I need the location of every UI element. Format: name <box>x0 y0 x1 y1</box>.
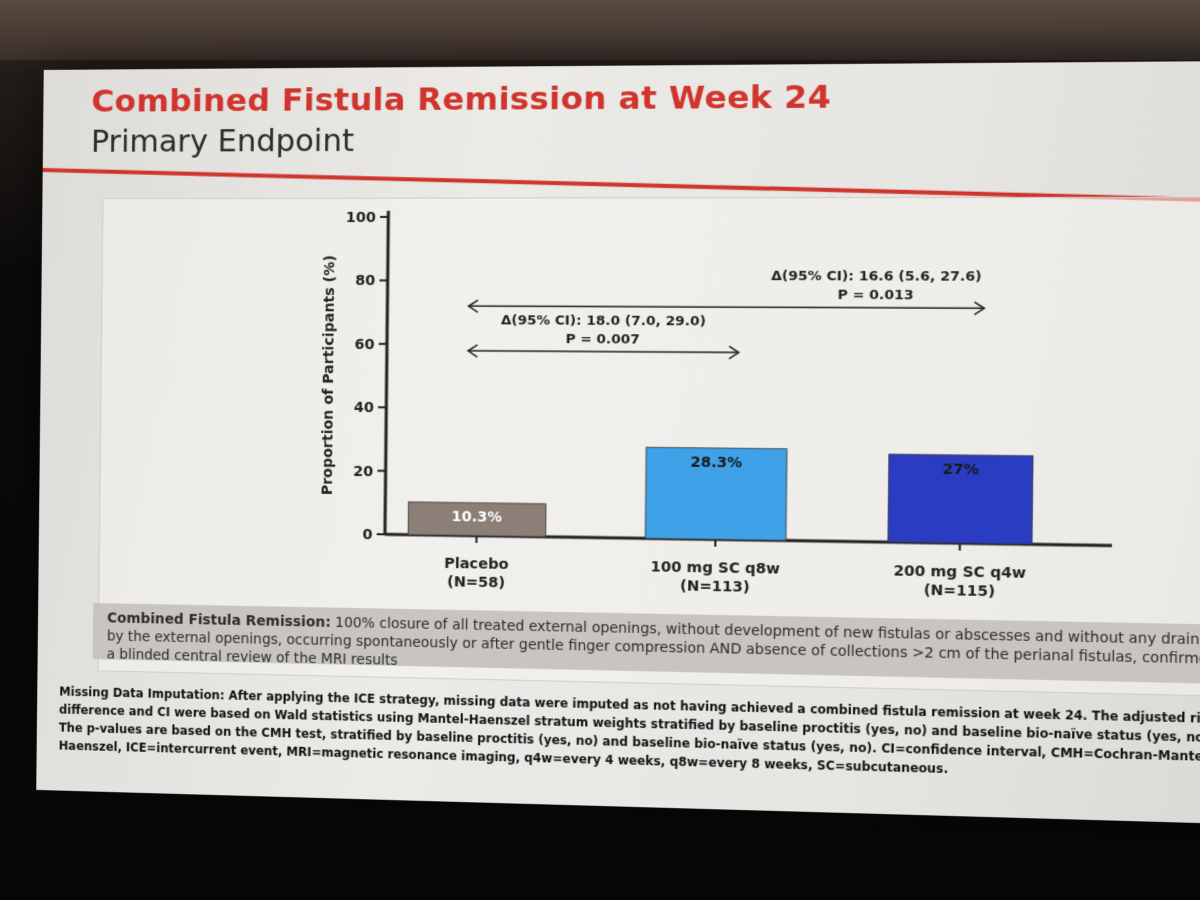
x-tick-sublabel: (N=58) <box>447 574 505 591</box>
y-axis-line <box>385 211 388 534</box>
y-tick-label: 0 <box>362 527 372 543</box>
y-axis-label: Proportion of Participants (%) <box>320 255 339 495</box>
footnote: Missing Data Imputation: After applying … <box>59 682 1200 786</box>
definition-label: Combined Fistula Remission: <box>107 610 331 631</box>
bar-value-label: 27% <box>942 461 979 478</box>
bar-value-label: 10.3% <box>451 509 502 526</box>
y-tick-label: 100 <box>346 210 377 226</box>
y-tick-label: 40 <box>354 400 375 416</box>
x-tick-label: Placebo <box>444 556 509 573</box>
slide-title: Combined Fistula Remission at Week 24 <box>91 79 831 120</box>
y-tick-label: 80 <box>355 273 376 289</box>
comparison-line <box>469 306 985 308</box>
comparison-delta-label: Δ(95% CI): 18.0 (7.0, 29.0) <box>501 313 706 329</box>
x-tick-label: 100 mg SC q8w <box>650 559 780 578</box>
room-wall <box>0 0 1200 60</box>
comparison-p-label: P = 0.013 <box>837 288 914 304</box>
x-tick-label: 200 mg SC q4w <box>893 563 1026 582</box>
comparison-p-label: P = 0.007 <box>565 332 640 348</box>
comparison-line <box>468 351 739 353</box>
x-tick-sublabel: (N=113) <box>680 578 750 596</box>
bar-chart: 0 20 40 60 80 100 Proportion of Participants (… <box>99 198 1200 622</box>
y-tick-label: 60 <box>354 337 375 353</box>
comparison-delta-label: Δ(95% CI): 16.6 (5.6, 27.6) <box>771 269 982 285</box>
slide-subtitle: Primary Endpoint <box>91 123 354 159</box>
projected-slide: Combined Fistula Remission at Week 24 Pr… <box>36 61 1200 825</box>
y-tick-label: 20 <box>353 463 374 480</box>
x-tick-sublabel: (N=115) <box>924 582 996 600</box>
bar-value-label: 28.3% <box>690 454 742 471</box>
